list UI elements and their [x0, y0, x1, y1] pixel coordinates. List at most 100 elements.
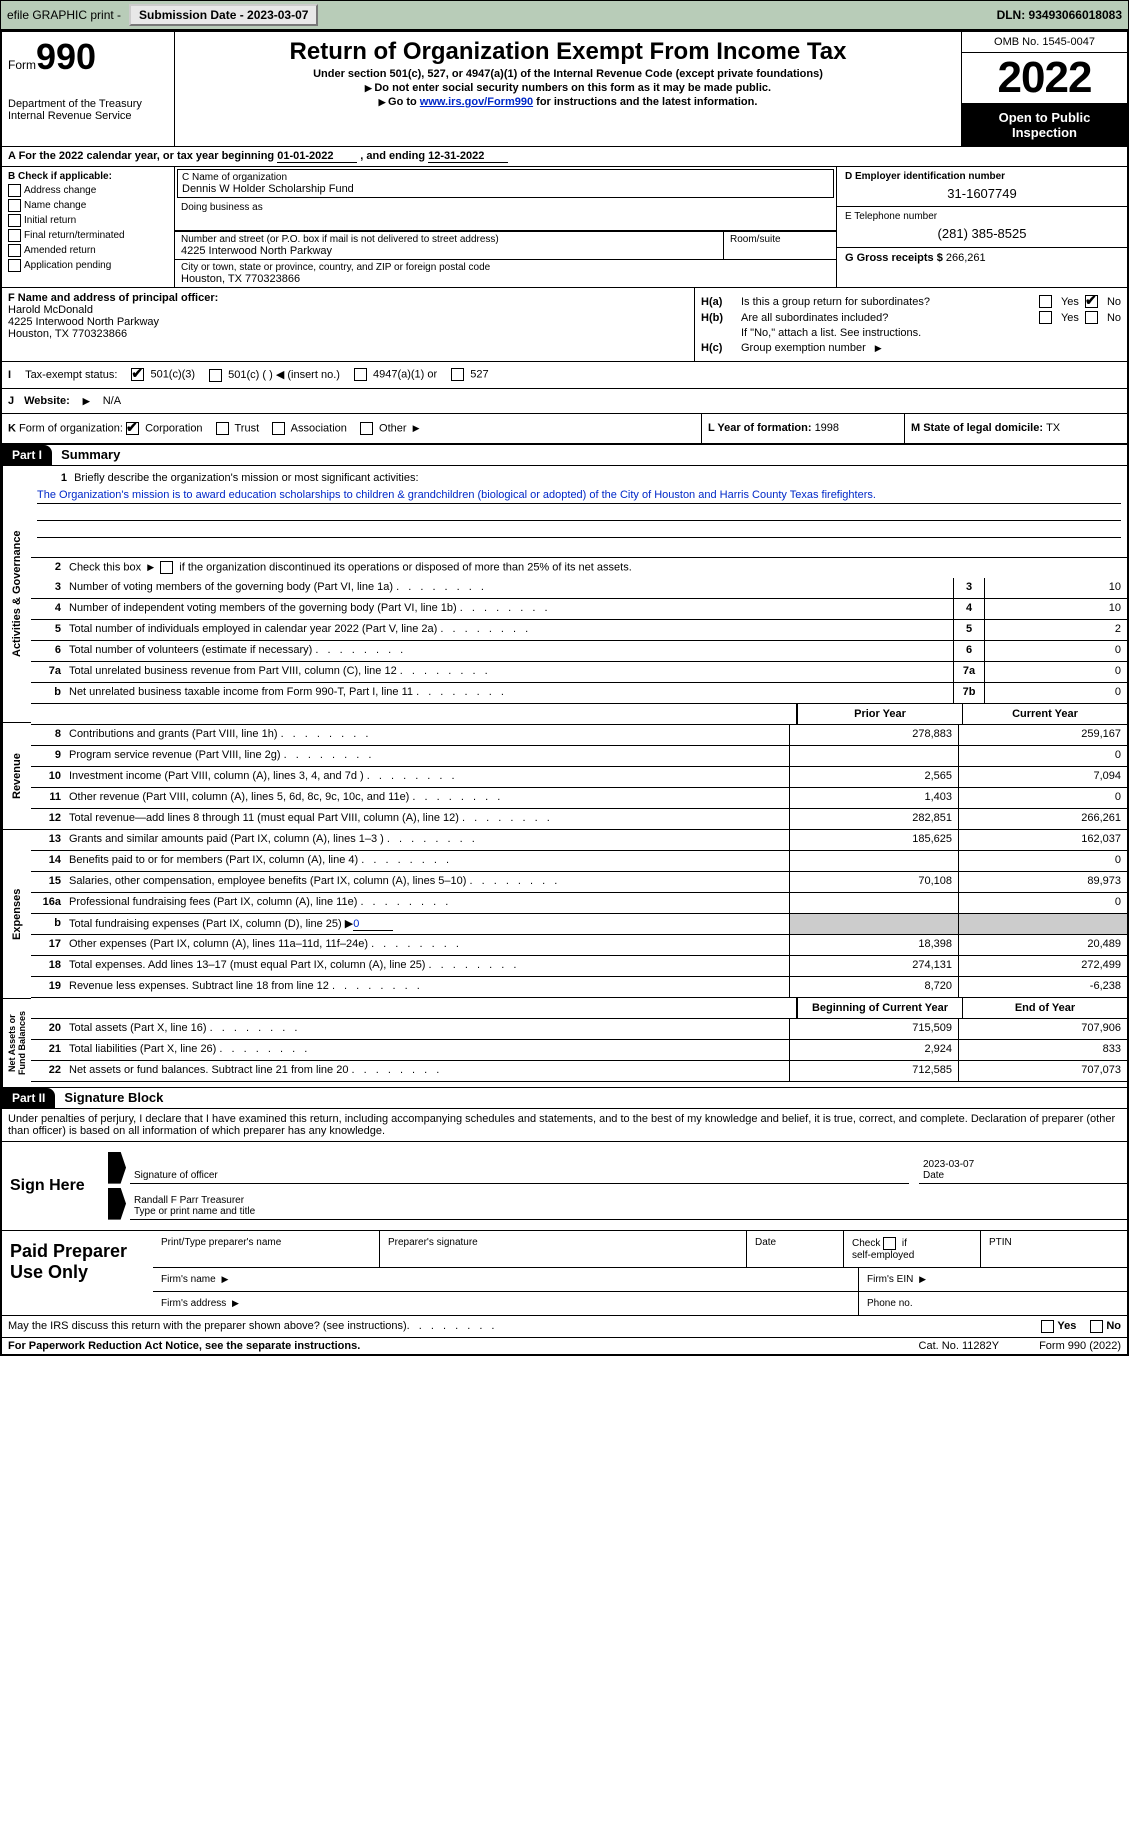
hdr-prior: Prior Year [797, 704, 962, 724]
phone-cell: Phone no. [859, 1292, 1127, 1315]
summary-row: 20Total assets (Part X, line 16) 715,509… [31, 1019, 1127, 1040]
check-label: Check [852, 1238, 880, 1249]
cb-ha-yes[interactable] [1039, 295, 1052, 308]
summary-row: bNet unrelated business taxable income f… [31, 683, 1127, 704]
opt-501c: 501(c) ( ) [228, 369, 273, 381]
row-current: 0 [958, 788, 1127, 808]
sig-arrow-icon [108, 1188, 126, 1220]
cb-application-pending[interactable] [8, 259, 21, 272]
row-box: 4 [953, 599, 984, 619]
org-name: Dennis W Holder Scholarship Fund [182, 183, 829, 195]
row-desc: Other revenue (Part VIII, column (A), li… [65, 788, 789, 808]
cb-amended[interactable] [8, 244, 21, 257]
summary-row: 8Contributions and grants (Part VIII, li… [31, 725, 1127, 746]
cb-527[interactable] [451, 368, 464, 381]
m-value: TX [1046, 422, 1060, 434]
firm-addr-label: Firm's address [161, 1298, 226, 1309]
row-num: 15 [31, 872, 65, 892]
opt-4947: 4947(a)(1) or [373, 369, 437, 381]
cb-4947[interactable] [354, 368, 367, 381]
arrow-icon [80, 395, 93, 407]
vert-labels: Activities & Governance Revenue Expenses… [2, 466, 31, 1087]
line-a-tax-year: A For the 2022 calendar year, or tax yea… [2, 147, 1127, 167]
form-title: Return of Organization Exempt From Incom… [183, 38, 953, 66]
bottom-line: For Paperwork Reduction Act Notice, see … [2, 1337, 1127, 1354]
row-desc: Total liabilities (Part X, line 26) [65, 1040, 789, 1060]
cb-self-emp[interactable] [883, 1237, 896, 1250]
row-prior [789, 914, 958, 934]
ein-box: D Employer identification number 31-1607… [837, 167, 1127, 207]
sig-intro-text: Under penalties of perjury, I declare th… [8, 1113, 1115, 1137]
net-headers: Beginning of Current Year End of Year [31, 998, 1127, 1019]
arrow-icon [144, 561, 157, 573]
row-val: 10 [984, 599, 1127, 619]
form-ref: Form 990 (2022) [1039, 1340, 1121, 1352]
row-current: 0 [958, 746, 1127, 766]
row-box: 7b [953, 683, 984, 703]
row-desc: Net assets or fund balances. Subtract li… [65, 1061, 789, 1081]
summary-row: 10Investment income (Part VIII, column (… [31, 767, 1127, 788]
section-fh: F Name and address of principal officer:… [2, 288, 1127, 362]
row-box: 6 [953, 641, 984, 661]
line2-num: 2 [31, 558, 65, 578]
top-bar: efile GRAPHIC print - Submission Date - … [0, 0, 1129, 30]
cb-hb-no[interactable] [1085, 311, 1098, 324]
summary-row: 13Grants and similar amounts paid (Part … [31, 830, 1127, 851]
cb-501c[interactable] [209, 369, 222, 382]
cb-501c3[interactable] [131, 368, 144, 381]
cb-trust[interactable] [216, 422, 229, 435]
opt-assoc: Association [291, 422, 347, 434]
note2-post: for instructions and the latest informat… [533, 96, 757, 108]
cb-address-change[interactable] [8, 184, 21, 197]
vert-revenue: Revenue [2, 723, 31, 829]
row-current [958, 914, 1127, 934]
public-inspection: Open to Public Inspection [962, 104, 1127, 146]
row-val: 10 [984, 578, 1127, 598]
officer-addr1: 4225 Interwood North Parkway [8, 316, 688, 328]
row-current: 89,973 [958, 872, 1127, 892]
lbl-amended: Amended return [24, 245, 96, 256]
cb-other[interactable] [360, 422, 373, 435]
row-desc: Total number of volunteers (estimate if … [65, 641, 953, 661]
arrow-icon [872, 342, 885, 354]
row-num: 14 [31, 851, 65, 871]
cb-name-change[interactable] [8, 199, 21, 212]
summary-row: 12Total revenue—add lines 8 through 11 (… [31, 809, 1127, 830]
submission-date-button[interactable]: Submission Date - 2023-03-07 [129, 4, 318, 26]
summary-row: 16aProfessional fundraising fees (Part I… [31, 893, 1127, 914]
irs-link[interactable]: www.irs.gov/Form990 [420, 96, 533, 108]
city-label: City or town, state or province, country… [181, 262, 830, 273]
cb-final-return[interactable] [8, 229, 21, 242]
state-domicile: M State of legal domicile: TX [904, 414, 1127, 443]
cb-corp[interactable] [126, 422, 139, 435]
gross-value: 266,261 [946, 252, 986, 264]
row-num: 17 [31, 935, 65, 955]
mission-blank1 [37, 504, 1121, 521]
prep-self-cell: Check if self-employed [844, 1231, 981, 1267]
cb-discuss-no[interactable] [1090, 1320, 1103, 1333]
row-prior [789, 851, 958, 871]
section-b: B Check if applicable: Address change Na… [2, 167, 175, 287]
cb-discontinued[interactable] [160, 561, 173, 574]
mission-blank2 [37, 521, 1121, 538]
summary-row: 18Total expenses. Add lines 13–17 (must … [31, 956, 1127, 977]
cb-discuss-yes[interactable] [1041, 1320, 1054, 1333]
row-current: 0 [958, 893, 1127, 913]
summary-row: 22Net assets or fund balances. Subtract … [31, 1061, 1127, 1082]
row-prior: 715,509 [789, 1019, 958, 1039]
cb-ha-no[interactable] [1085, 295, 1098, 308]
row-prior: 1,403 [789, 788, 958, 808]
row-current: 20,489 [958, 935, 1127, 955]
arrow-icon [218, 1274, 231, 1285]
row-desc: Number of voting members of the governin… [65, 578, 953, 598]
phone-box: E Telephone number (281) 385-8525 [837, 207, 1127, 247]
hb-text: Are all subordinates included? [741, 312, 1033, 324]
cb-assoc[interactable] [272, 422, 285, 435]
cb-initial-return[interactable] [8, 214, 21, 227]
cb-hb-yes[interactable] [1039, 311, 1052, 324]
sig-date-label: Date [923, 1170, 944, 1181]
form-number: 990 [36, 36, 96, 77]
efile-label: efile GRAPHIC print - [7, 8, 121, 22]
row-desc: Benefits paid to or for members (Part IX… [65, 851, 789, 871]
hb-note: If "No," attach a list. See instructions… [701, 327, 1121, 339]
